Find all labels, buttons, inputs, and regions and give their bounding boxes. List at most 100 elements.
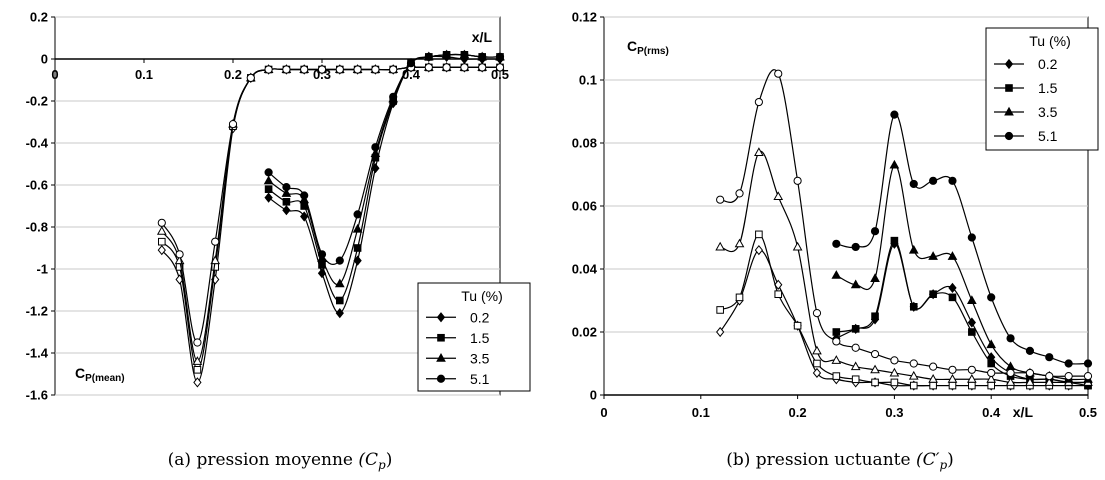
chart-a-caption-sub: p bbox=[378, 458, 386, 472]
chart-b-point-filled bbox=[889, 159, 900, 169]
chart-b-point-open bbox=[966, 374, 977, 383]
chart-a-series-5_1 bbox=[157, 50, 505, 347]
chart-b-y-axis-label-main: C bbox=[627, 38, 637, 54]
chart-b-point-open bbox=[715, 241, 726, 251]
chart-b-point-open bbox=[792, 241, 803, 251]
chart-b-xtick-label: 0 bbox=[600, 405, 607, 420]
chart-b-point-open bbox=[851, 343, 860, 352]
chart-a-y-axis-label-sub: P(mean) bbox=[85, 373, 124, 384]
chart-b-point-open bbox=[928, 374, 938, 383]
chart-b-point-filled bbox=[986, 339, 997, 349]
chart-a-point-filled bbox=[282, 198, 291, 206]
chart-a-caption-text: (a) pression moyenne bbox=[168, 450, 359, 470]
chart-a-point-open bbox=[246, 73, 255, 83]
chart-b-point-open bbox=[986, 374, 997, 383]
chart-b-point-filled bbox=[1045, 353, 1054, 362]
chart-b-legend-label: 3.5 bbox=[1038, 104, 1058, 120]
chart-a-point-filled bbox=[300, 191, 309, 200]
chart-b-point-filled bbox=[947, 251, 958, 260]
chart-b-legend-label: 0.2 bbox=[1038, 56, 1058, 72]
chart-a-point-filled bbox=[353, 244, 362, 252]
chart-a-x-axis-label: x/L bbox=[472, 29, 493, 45]
chart-a-legend-marker bbox=[436, 312, 446, 323]
chart-b-point-filled bbox=[987, 359, 996, 368]
chart-b-point-open bbox=[909, 381, 918, 390]
chart-b-caption-math: (C′ bbox=[916, 450, 940, 470]
chart-b-point-open bbox=[967, 365, 976, 374]
chart-b-point-open bbox=[774, 290, 783, 298]
chart-a-legend-label: 0.2 bbox=[470, 309, 490, 325]
chart-b-point-open bbox=[832, 337, 841, 346]
chart-a-point-open bbox=[495, 63, 505, 72]
chart-a-point-filled bbox=[371, 143, 380, 152]
chart-b-point-filled bbox=[967, 317, 976, 328]
chart-a-point-open bbox=[478, 63, 487, 72]
chart-b-xtick-label: 0.4 bbox=[982, 405, 1001, 420]
chart-a-xtick-label: 0.2 bbox=[224, 67, 242, 82]
chart-a-point-open bbox=[389, 65, 398, 74]
chart-b-point-filled bbox=[966, 295, 977, 304]
chart-b-ytick-label: 0.08 bbox=[572, 136, 597, 151]
chart-b-y-axis-label: CP(rms) bbox=[627, 38, 669, 57]
chart-b-point-open bbox=[735, 189, 744, 198]
chart-b-point-filled bbox=[870, 273, 880, 282]
chart-a-point-open bbox=[282, 65, 291, 74]
chart-b-point-open bbox=[716, 326, 725, 338]
chart-b-point-open bbox=[948, 381, 957, 390]
chart-b-series-0_2 bbox=[716, 238, 1093, 391]
chart-b-point-open bbox=[1045, 372, 1054, 381]
chart-a-ytick-label: -1.4 bbox=[26, 346, 49, 361]
chart-b-point-open bbox=[716, 306, 724, 314]
chart-a-legend-box bbox=[417, 282, 531, 392]
chart-b-point-open bbox=[1006, 368, 1015, 378]
chart-b-point-open bbox=[1005, 377, 1016, 386]
chart-a-legend-label: 1.5 bbox=[470, 330, 490, 346]
chart-a-legend-title: Tu (%) bbox=[461, 288, 502, 304]
chart-a-ytick-label: -0.4 bbox=[26, 136, 49, 151]
chart-b: 0 0.02 0.04 0.06 0.08 0.1 0.12 0 0.1 0.2 0.3 0.4 0.5… bbox=[572, 10, 1099, 472]
chart-b-legend-box bbox=[985, 27, 1099, 151]
chart-a-point-filled bbox=[334, 278, 345, 288]
chart-b-point-filled bbox=[928, 251, 938, 260]
chart-a-xtick-label: 0.1 bbox=[135, 67, 153, 82]
chart-b-legend-title: Tu (%) bbox=[1029, 33, 1070, 49]
chart-b-point-open bbox=[754, 245, 764, 256]
chart-b-xtick-label: 0.3 bbox=[885, 405, 903, 420]
chart-b-point-filled bbox=[909, 303, 918, 311]
chart-b-point-open bbox=[735, 293, 744, 302]
chart-a-xtick-label: 0 bbox=[51, 67, 58, 82]
chart-b-point-open bbox=[734, 238, 745, 248]
chart-a-line-filled bbox=[268, 53, 501, 302]
chart-a-point-filled bbox=[353, 210, 362, 219]
chart-a-point-open bbox=[460, 63, 469, 72]
chart-b-point-filled bbox=[890, 236, 899, 245]
chart-b-legend-marker bbox=[1004, 131, 1014, 141]
chart-a-point-open bbox=[317, 65, 327, 74]
chart-b-point-filled bbox=[948, 282, 957, 293]
chart-a-point-open bbox=[211, 237, 220, 246]
chart-b-point-open bbox=[793, 176, 802, 185]
chart-b-point-open bbox=[929, 362, 938, 371]
chart-a-point-filled bbox=[336, 296, 344, 305]
chart-b-point-filled bbox=[832, 328, 841, 336]
chart-a-ytick-label: 0 bbox=[41, 52, 48, 67]
chart-a-ytick-label: -1 bbox=[36, 262, 48, 277]
chart-a-point-open bbox=[424, 63, 433, 72]
chart-b-point-filled bbox=[831, 270, 842, 279]
chart-a-caption-math: (C bbox=[358, 450, 378, 470]
chart-b-point-open bbox=[793, 321, 802, 330]
chart-b-point-filled bbox=[968, 328, 976, 336]
chart-a-point-open bbox=[442, 63, 451, 72]
chart-b-point-open bbox=[774, 279, 783, 290]
chart-b-point-filled bbox=[1064, 359, 1073, 368]
chart-b-caption-close: ) bbox=[947, 450, 954, 470]
chart-a-point-filled bbox=[389, 92, 398, 101]
chart-b-point-open bbox=[987, 368, 996, 378]
chart-b-point-filled bbox=[909, 179, 918, 189]
chart-b-point-filled bbox=[1025, 346, 1035, 355]
chart-a-point-filled bbox=[460, 50, 469, 59]
chart-a-point-filled bbox=[406, 59, 416, 68]
chart-a-point-filled bbox=[442, 50, 451, 59]
chart-b-point-open bbox=[850, 361, 861, 371]
